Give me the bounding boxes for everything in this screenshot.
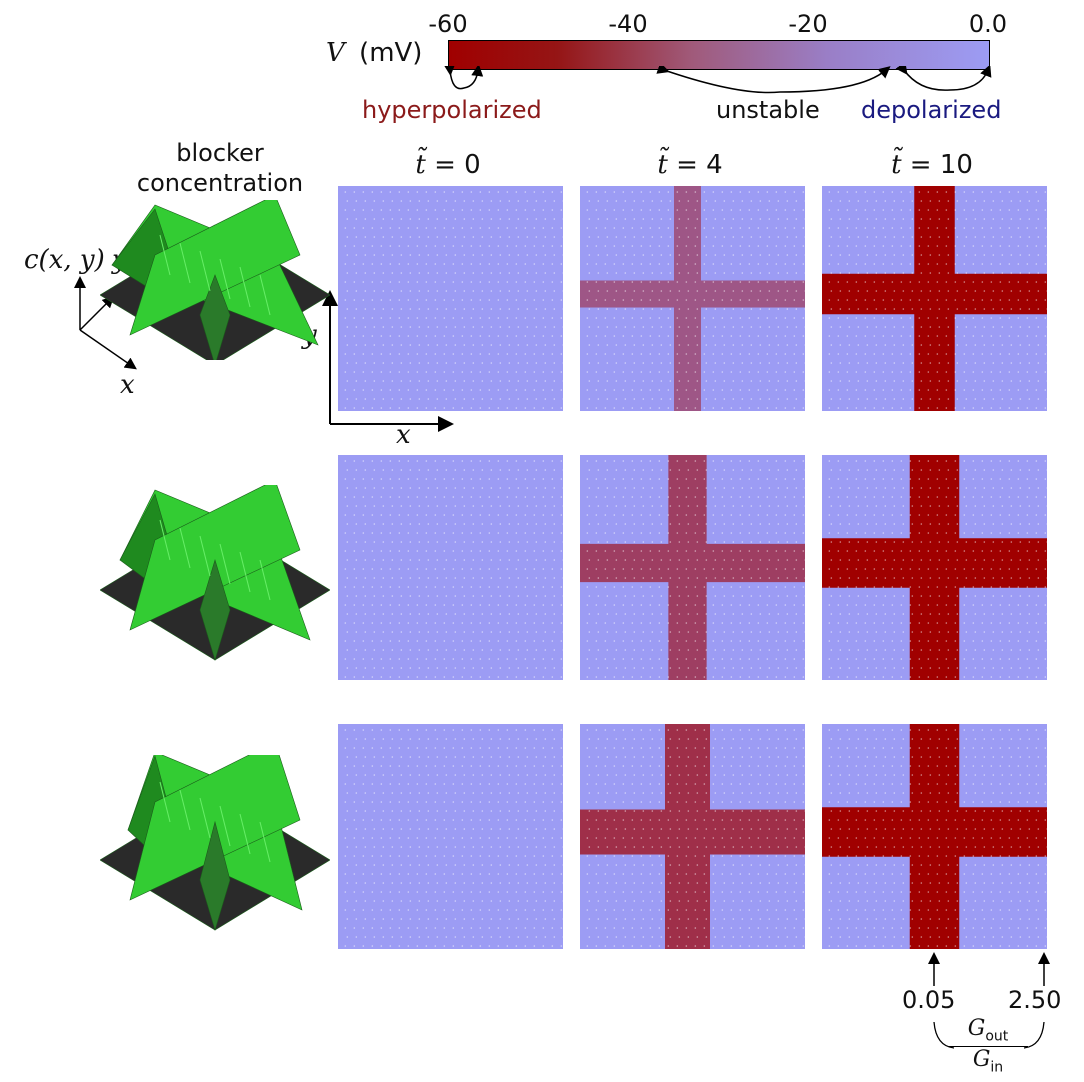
unstable-arc [656,66,891,94]
voltage-panel [822,455,1047,680]
colorbar-tick: -40 [608,10,648,38]
conductance-low: 0.05 [902,986,956,1014]
cell-lattice [586,191,805,409]
voltage-panel [822,186,1047,411]
panel-background [338,186,563,411]
cell-lattice [586,460,805,678]
cell-lattice [344,729,563,947]
voltage-panel [338,455,563,680]
cell-lattice [344,460,563,678]
column-title: t̃ = 4 [657,150,723,180]
surface-mesh-line [239,551,251,593]
surface-mesh-line [159,519,171,561]
surface-mesh-line [239,266,251,308]
hyper-arc [443,66,484,90]
surface-mesh-line [199,535,211,577]
colorbar-unit: (mV) [359,38,423,68]
blocker-header-line2: concentration [136,169,304,197]
conductance-brace [933,1021,1045,1049]
surface-mesh-line [259,559,271,601]
voltage-panel [580,724,805,949]
surface-x-label: x [120,370,135,400]
surface-front-side [199,820,231,932]
cross-horizontal-band [822,807,1047,857]
cross-horizontal-band [580,809,805,855]
voltage-panel [580,186,805,411]
cell-lattice [828,729,1047,947]
surface-mesh-line [159,781,171,823]
state-arcs [443,66,992,94]
blocker-header: blocker concentration [120,138,320,198]
surface-front-side [199,558,231,662]
surface-mesh-line [219,258,231,300]
surface-front-side [199,274,231,360]
conductance-arrows [928,952,1050,986]
surface-z-label: c(x, y) [24,245,105,275]
blocker-surface [100,485,330,662]
blocker-header-line1: blocker [176,139,264,167]
cross-horizontal-band [822,273,1047,315]
surface-mesh-line [199,797,211,839]
colorbar-tick: 0.0 [968,10,1008,38]
voltage-panel [338,724,563,949]
conductance-ratio: Gout Gin [948,1016,1028,1076]
panel-axes [322,290,454,432]
cell-lattice [344,191,563,409]
voltage-panel [580,455,805,680]
cross-horizontal-band [580,543,805,583]
surface-mesh-line [239,813,251,855]
cell-lattice [828,460,1047,678]
colorbar-tick: -20 [788,10,828,38]
label-hyperpolarized: hyperpolarized [362,96,542,124]
blocker-surface [100,755,330,932]
label-unstable: unstable [716,96,820,124]
cell-lattice [828,191,1047,409]
surface-mesh-line [179,242,191,284]
conductance-high: 2.50 [1008,986,1062,1014]
colorbar-tick: -60 [428,10,468,38]
surface-mesh-line [179,527,191,569]
colorbar-symbol: V [326,38,345,68]
surface-axes [74,276,137,370]
depol-arc [895,66,992,91]
surface-mesh-line [259,274,271,316]
voltage-panel [822,724,1047,949]
label-depolarized: depolarized [861,96,1002,124]
surface-mesh-line [199,250,211,292]
surface-mesh-line [159,234,171,276]
surface-ridge [129,485,301,631]
cell-lattice [586,729,805,947]
panel-background [338,455,563,680]
surface-ridge [129,200,301,336]
voltage-panel [338,186,563,411]
panel-x-label: x [396,420,411,450]
cross-horizontal-band [822,538,1047,588]
column-title: t̃ = 0 [415,150,481,180]
surface-mesh-line [219,805,231,847]
surface-mesh-line [219,543,231,585]
column-title: t̃ = 10 [891,150,973,180]
cross-horizontal-band [580,280,805,308]
colorbar-label: V (mV) [326,38,422,68]
surface-mesh-line [259,821,271,863]
surface-mesh-line [179,789,191,831]
blocker-surface [100,200,330,360]
panel-background [338,724,563,949]
